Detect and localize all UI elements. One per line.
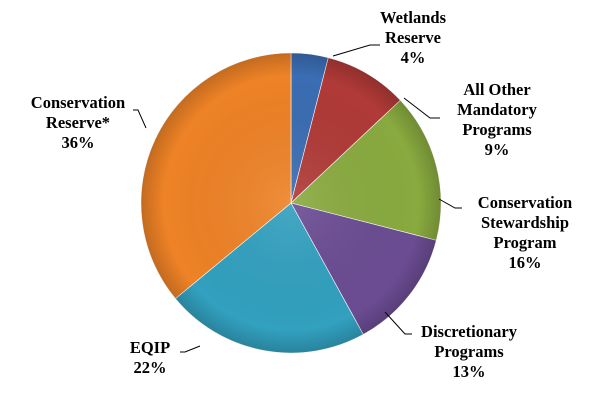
slice-name-line: Programs (434, 342, 504, 361)
slice-name-line: Reserve* (46, 113, 110, 132)
leader-lines (133, 44, 462, 353)
slice-name-line: EQIP (130, 338, 170, 357)
slice-name-line: Discretionary (421, 322, 518, 341)
slice-label-5: Conservation Reserve* 36% (31, 93, 125, 152)
slice-label-1: All Other Mandatory Programs 9% (457, 80, 537, 159)
slice-name-line: Reserve (385, 28, 441, 47)
leader-line-5 (133, 109, 147, 129)
slice-label-4: EQIP 22% (130, 338, 170, 377)
slice-percent-label: 22% (134, 358, 167, 377)
slice-label-3: Discretionary Programs 13% (421, 322, 518, 381)
slice-name-line: Programs (462, 120, 532, 139)
leader-line-4 (180, 345, 201, 353)
slice-name-line: Stewardship (481, 213, 569, 232)
slice-percent-label: 36% (62, 133, 95, 152)
leader-line-0 (332, 44, 380, 57)
slice-name-line: Mandatory (457, 100, 537, 119)
slice-percent-label: 16% (509, 253, 542, 272)
slice-percent-label: 9% (485, 140, 510, 159)
leader-line-2 (438, 198, 462, 209)
slice-name-line: Wetlands (380, 8, 447, 27)
leader-line-1 (403, 97, 440, 119)
slice-label-2: Conservation Stewardship Program 16% (478, 193, 572, 272)
slice-percent-label: 13% (453, 362, 486, 381)
leader-line-3 (384, 311, 412, 335)
slice-percent-label: 4% (401, 48, 426, 67)
slice-name-line: Program (494, 233, 557, 252)
slice-name-line: Conservation (31, 93, 125, 112)
slice-name-line: Conservation (478, 193, 572, 212)
slice-labels: Wetlands Reserve 4%All Other Mandatory Progr… (31, 8, 572, 381)
slice-label-0: Wetlands Reserve 4% (380, 8, 447, 67)
pie-slices (140, 52, 442, 354)
slice-name-line: All Other (463, 80, 530, 99)
